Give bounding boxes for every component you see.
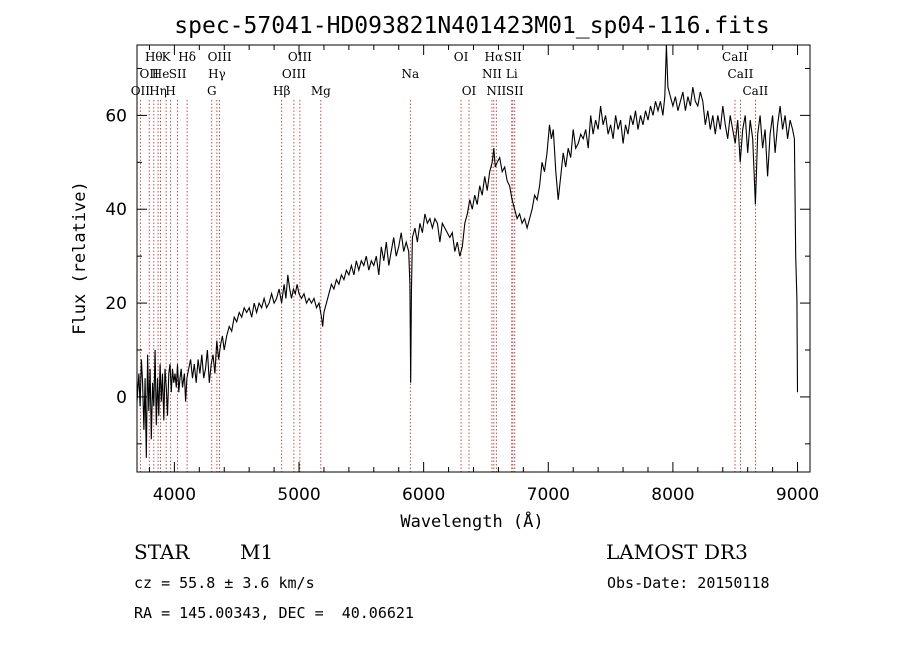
- spectrum-line: [136, 44, 799, 458]
- emission-line-label: Hθ: [145, 50, 163, 64]
- emission-line-label: CaII: [728, 67, 754, 81]
- emission-line-label: Li: [506, 67, 518, 81]
- y-axis-label: Flux (relative): [70, 181, 90, 335]
- object-subclass: M1: [240, 540, 274, 564]
- emission-line-label: Hβ: [273, 84, 290, 98]
- chart-title: spec-57041-HD093821N401423M01_sp04-116.f…: [174, 13, 769, 39]
- ra-dec-coordinates: RA = 145.00343, DEC = 40.06621: [134, 604, 414, 622]
- emission-line-label: Hη: [149, 84, 167, 98]
- survey-name: LAMOST DR3: [606, 540, 748, 564]
- y-tick-label: 60: [105, 106, 127, 126]
- y-tick-label: 40: [105, 200, 127, 220]
- emission-line-label: SII: [504, 50, 522, 64]
- observation-date: Obs-Date: 20150118: [607, 574, 770, 592]
- emission-line-label: OIII: [208, 50, 232, 64]
- emission-line-label: NII: [482, 67, 502, 81]
- emission-line-label: OII: [140, 67, 160, 81]
- y-tick-label: 0: [116, 388, 127, 408]
- emission-line-label: SII: [169, 67, 187, 81]
- emission-line-label: NII: [486, 84, 506, 98]
- emission-line-label: Hδ: [178, 50, 196, 64]
- emission-line-label: Na: [401, 67, 419, 81]
- emission-line-label: OI: [454, 50, 469, 64]
- emission-line-label: K: [162, 50, 172, 64]
- emission-line-label: Hγ: [208, 67, 226, 81]
- axis-ticks: 4000 5000 6000 7000 8000 9000 0 20 40 60: [105, 45, 819, 505]
- emission-line-label: H: [165, 84, 175, 98]
- emission-line-label: CaII: [742, 84, 768, 98]
- x-tick-label: 8000: [651, 485, 694, 505]
- y-tick-label: 20: [105, 294, 127, 314]
- spectrum-chart: spec-57041-HD093821N401423M01_sp04-116.f…: [70, 13, 819, 532]
- x-tick-label: 5000: [277, 485, 320, 505]
- emission-line-label: OIII: [288, 50, 312, 64]
- x-tick-label: 7000: [527, 485, 570, 505]
- emission-line-label: CaII: [722, 50, 748, 64]
- x-tick-label: 4000: [153, 485, 196, 505]
- emission-line-label: SII: [506, 84, 524, 98]
- x-tick-label: 6000: [402, 485, 445, 505]
- object-class: STAR: [134, 540, 190, 564]
- plot-frame: [136, 44, 811, 473]
- emission-line-label: Hα: [485, 50, 504, 64]
- emission-line-label: OII: [131, 84, 151, 98]
- emission-line-label: Mg: [311, 84, 331, 98]
- emission-line-label: G: [207, 84, 217, 98]
- x-tick-label: 9000: [776, 485, 819, 505]
- emission-line-label: He: [152, 67, 170, 81]
- emission-lines: OII OII Hθ Hη He K H SII Hδ G Hγ OIII Hβ OIII OIII Mg Na…: [131, 50, 769, 472]
- redshift-cz: cz = 55.8 ± 3.6 km/s: [134, 574, 315, 592]
- emission-line-label: OI: [462, 84, 477, 98]
- emission-line-label: OIII: [282, 67, 306, 81]
- x-axis-label: Wavelength (Å): [400, 510, 543, 532]
